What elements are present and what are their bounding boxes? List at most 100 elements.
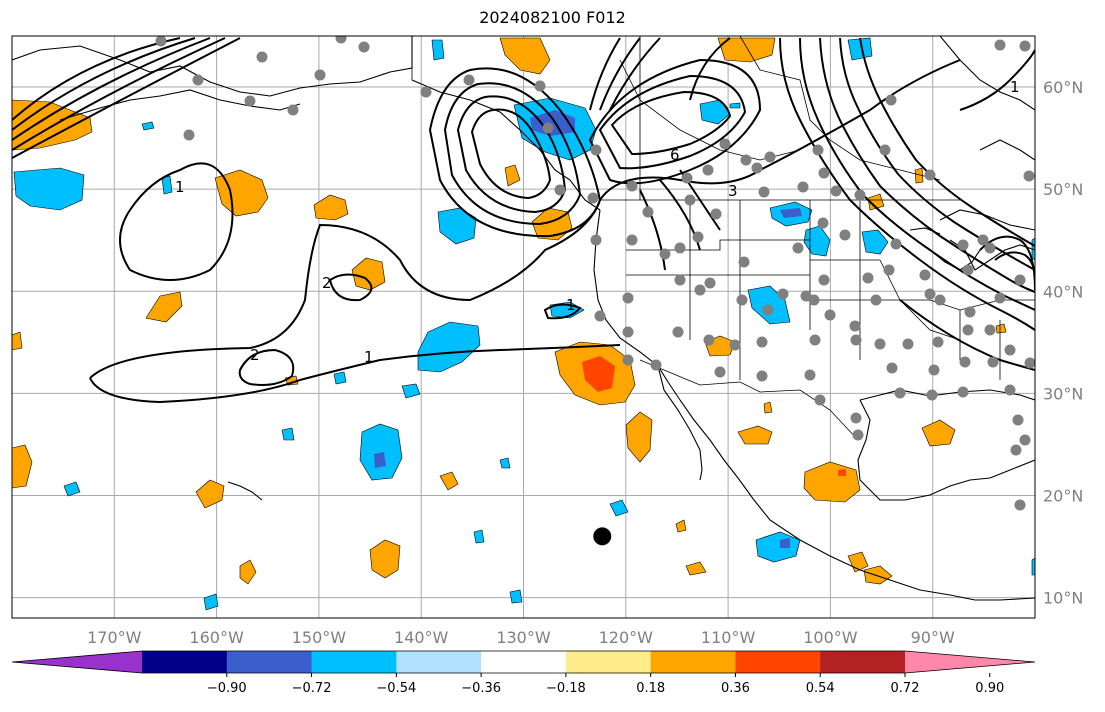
- positive-area: [439, 471, 459, 491]
- station-dot: [183, 129, 195, 141]
- station-dot: [702, 164, 714, 176]
- colorbar-tick-label: 0.72: [891, 681, 920, 696]
- station-dot: [926, 389, 938, 401]
- station-dot: [756, 336, 768, 348]
- station-dot: [626, 180, 638, 192]
- contour-label: 6: [670, 146, 680, 164]
- positive-area: [582, 356, 615, 392]
- station-dot: [155, 36, 167, 47]
- negative-area: [609, 499, 629, 517]
- station-dot: [809, 334, 821, 346]
- positive-area: [838, 469, 846, 476]
- station-dot: [854, 189, 866, 201]
- contour-label: 1: [1010, 78, 1020, 96]
- station-dot: [738, 256, 750, 268]
- station-dot: [987, 356, 999, 368]
- station-dot: [192, 74, 204, 86]
- map-title: 2024082100 F012: [479, 8, 626, 27]
- negative-area: [847, 37, 873, 61]
- contour-label: 1: [175, 178, 185, 196]
- station-dot: [650, 359, 662, 371]
- positive-area: [921, 419, 956, 447]
- station-dot: [256, 51, 268, 63]
- colorbar: −0.90 −0.72 −0.54 −0.36 −0.18 0.18 0.36 0.54 0.7…: [11, 650, 1036, 696]
- positive-area: [675, 519, 687, 533]
- positive-area: [685, 561, 707, 576]
- negative-area: [359, 423, 403, 481]
- colorbar-tick-label: 0.36: [721, 681, 750, 696]
- positive-area: [737, 425, 773, 445]
- station-dot: [924, 169, 936, 181]
- station-dot: [590, 234, 602, 246]
- station-dot: [672, 326, 684, 338]
- latitude-tick-label: 10°N: [1043, 589, 1083, 608]
- station-dot: [883, 264, 895, 276]
- colorbar-tick-label: −0.72: [292, 681, 332, 696]
- colorbar-outline: [11, 650, 1036, 674]
- colorbar-tick-label: −0.90: [207, 681, 247, 696]
- contour-label: 2: [250, 346, 260, 364]
- colorbar-segment: [311, 651, 397, 673]
- station-dot: [977, 234, 989, 246]
- colorbar-extend-min: [12, 651, 142, 673]
- contour-label: 2: [322, 274, 332, 292]
- station-dot: [885, 94, 897, 106]
- station-dot: [850, 412, 862, 424]
- station-dot: [756, 370, 768, 382]
- station-dot: [879, 144, 891, 156]
- station-dot: [849, 320, 861, 332]
- station-dot: [622, 326, 634, 338]
- negative-area: [333, 371, 347, 385]
- latitude-tick-label: 60°N: [1043, 78, 1083, 97]
- station-dot: [1019, 40, 1031, 52]
- station-dot: [622, 354, 634, 366]
- negative-area: [374, 452, 386, 468]
- station-dot: [758, 186, 770, 198]
- station-dot: [777, 288, 789, 300]
- station-dot: [751, 162, 763, 174]
- positive-area: [914, 167, 924, 184]
- station-dot: [804, 369, 816, 381]
- positive-area: [863, 565, 893, 585]
- colorbar-segment: [142, 651, 228, 673]
- longitude-tick-label: 120°W: [599, 628, 654, 647]
- station-dot: [1019, 434, 1031, 446]
- station-dot: [957, 239, 969, 251]
- longitude-tick-label: 100°W: [803, 628, 858, 647]
- station-dot: [874, 338, 886, 350]
- coastlines: [12, 36, 1035, 601]
- station-dot: [984, 242, 996, 254]
- station-dot: [287, 104, 299, 116]
- station-dot: [919, 269, 931, 281]
- station-dot: [894, 387, 906, 399]
- station-dot: [862, 272, 874, 284]
- station-dot: [420, 86, 432, 98]
- negative-area: [780, 538, 790, 548]
- colorbar-segment: [481, 651, 567, 673]
- station-dot: [818, 167, 830, 179]
- station-dots: [155, 36, 1035, 511]
- station-dot: [642, 206, 654, 218]
- station-dot: [994, 292, 1006, 304]
- station-dot: [808, 294, 820, 306]
- positive-area: [499, 37, 551, 75]
- contour-lines: [12, 37, 1035, 404]
- contour-label: 1: [566, 296, 576, 314]
- longitude-tick-label: 160°W: [189, 628, 244, 647]
- station-dot: [817, 217, 829, 229]
- positive-area: [214, 169, 269, 217]
- station-dot: [594, 310, 606, 322]
- station-dot: [934, 294, 946, 306]
- colorbar-segment: [565, 651, 652, 673]
- station-dot: [587, 192, 599, 204]
- negative-area: [780, 208, 802, 218]
- negative-area: [13, 167, 85, 211]
- station-dot: [852, 429, 864, 441]
- station-dot: [962, 264, 974, 276]
- station-dot: [335, 36, 347, 44]
- negative-area: [699, 99, 731, 125]
- negative-area: [63, 481, 81, 497]
- station-dot: [962, 324, 974, 336]
- positive-area: [995, 323, 1007, 334]
- negative-area: [281, 427, 295, 441]
